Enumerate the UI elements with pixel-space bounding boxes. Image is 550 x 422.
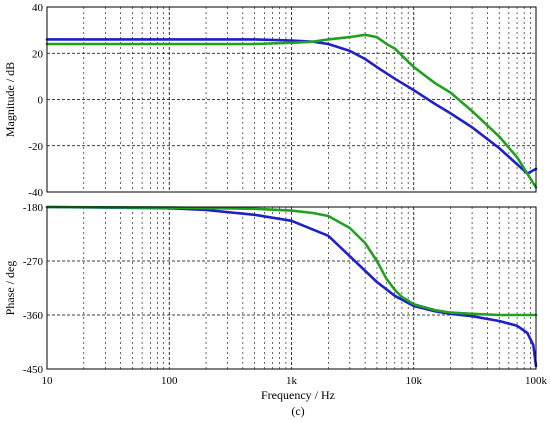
plot-frame — [46, 206, 537, 370]
y-tick-label: -40 — [28, 187, 43, 199]
series-line-1 — [45, 205, 538, 368]
magnitude-panel: 40 20 0 -20 -40 Magnitude / dB — [3, 2, 538, 199]
y-tick-label: -360 — [23, 310, 44, 322]
y-tick-label: 40 — [32, 2, 44, 14]
series-line-2 — [45, 33, 538, 189]
y-tick-label: -270 — [23, 256, 44, 268]
y-tick-label: -20 — [28, 141, 43, 153]
x-tick-label: 100k — [525, 375, 548, 387]
x-tick-label: 10 — [42, 375, 54, 387]
figure-caption: (c) — [291, 404, 304, 418]
y-tick-label: 0 — [38, 95, 44, 107]
x-axis-label: Frequency / Hz — [261, 388, 335, 402]
y-axis-label: Phase / deg — [3, 261, 17, 316]
series-line-1 — [45, 38, 538, 175]
y-tick-label: 20 — [32, 48, 44, 60]
x-tick-label: 100 — [161, 375, 178, 387]
series-line-2 — [45, 205, 538, 317]
y-tick-label: -180 — [23, 202, 44, 214]
y-axis-label: Magnitude / dB — [3, 62, 17, 137]
y-tick-label: -450 — [23, 364, 44, 376]
x-tick-label: 10k — [406, 375, 423, 387]
x-tick-label: 1k — [286, 375, 298, 387]
phase-panel: -180 -270 -360 -450 Phase / deg 10 100 1k 10k 100… — [3, 202, 548, 387]
plot-frame — [46, 6, 537, 193]
